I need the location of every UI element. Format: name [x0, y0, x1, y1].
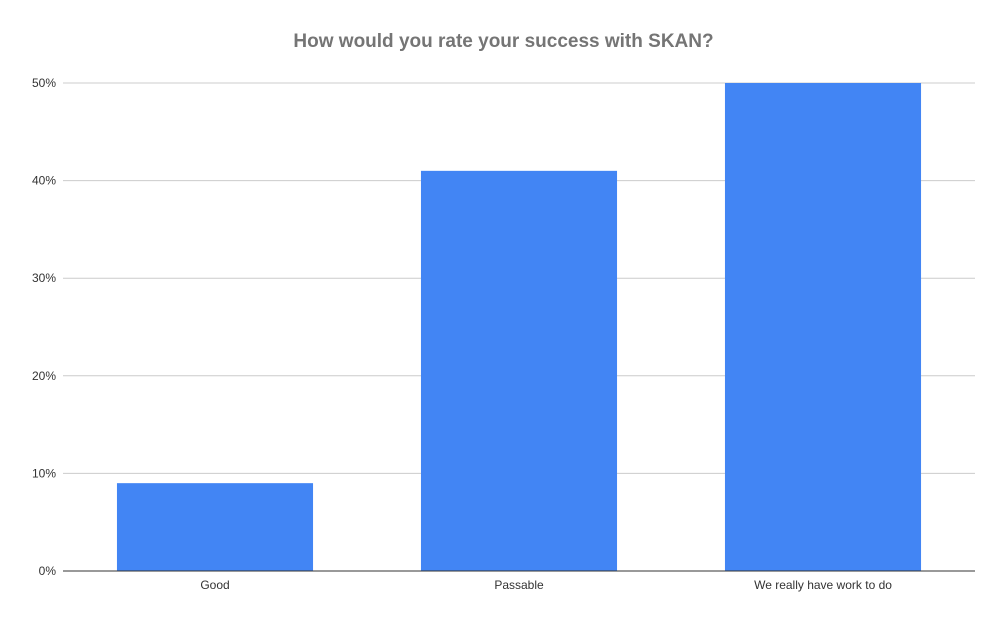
y-tick-label: 20%: [32, 369, 56, 383]
x-category-label: Good: [200, 578, 229, 592]
y-axis-ticks: 0% 10% 20% 30% 40% 50%: [32, 76, 56, 578]
bar-good: [116, 483, 314, 571]
y-tick-label: 10%: [32, 466, 56, 480]
bar-passable: [420, 170, 618, 571]
x-axis-labels: Good Passable We really have work to do: [200, 578, 892, 592]
bars: [116, 83, 922, 571]
bar-we-really-have-work-to-do: [724, 83, 922, 571]
x-category-label: Passable: [494, 578, 544, 592]
y-tick-label: 50%: [32, 76, 56, 90]
y-tick-label: 40%: [32, 174, 56, 188]
y-tick-label: 30%: [32, 271, 56, 285]
x-category-label: We really have work to do: [754, 578, 892, 592]
y-tick-label: 0%: [39, 564, 57, 578]
chart-title: How would you rate your success with SKA…: [293, 31, 714, 52]
